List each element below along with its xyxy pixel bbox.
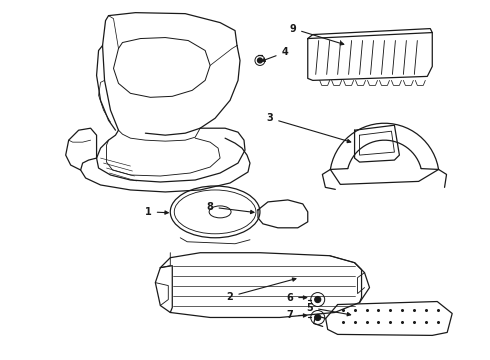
Text: 8: 8 [207,202,254,213]
Text: 4: 4 [262,48,288,62]
Text: 2: 2 [227,278,296,302]
Text: 3: 3 [267,113,351,143]
Text: 6: 6 [287,293,307,302]
Circle shape [315,315,321,320]
Text: 1: 1 [145,207,168,217]
Text: 9: 9 [290,24,344,45]
Text: 5: 5 [306,302,351,316]
Circle shape [315,297,321,302]
Circle shape [257,58,263,63]
Text: 7: 7 [287,310,307,320]
